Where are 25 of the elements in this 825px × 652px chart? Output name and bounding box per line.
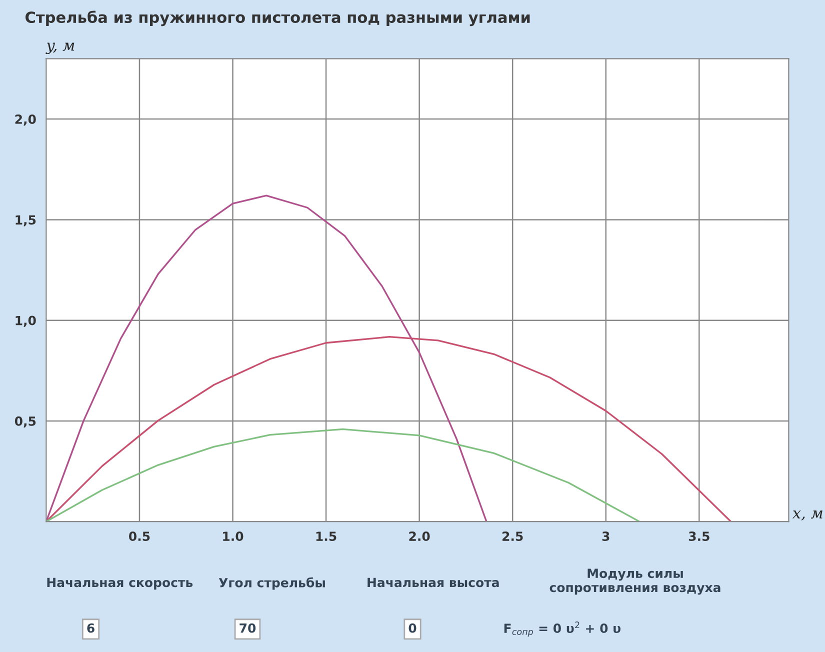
x-tick-label: 2.0 [409,532,430,541]
y-axis-title: y, м [46,42,74,54]
x-tick-label: 2.5 [502,532,523,541]
x-tick-label: 1.0 [223,532,244,541]
y-tick-label: 2,0 [15,114,36,126]
text: Начальная высота [368,578,499,588]
x-axis-title: x, м [792,510,822,521]
x-tick-label: 3 [602,532,610,541]
text: 70 [240,623,256,633]
text: 0 [408,623,416,633]
text: F$_{сопр}$ = 0 υ$^{2}$ + 0 υ [504,622,620,637]
text: Модуль силы сопротивления воздуха [550,568,720,595]
text: 6 [87,623,94,633]
chart-title: Стрельба из пружинного пистолета под разными углами [26,10,530,26]
text: Начальная скорость [47,578,193,590]
y-tick-label: 1,5 [16,215,36,226]
text: Угол стрельбы [218,577,325,590]
x-tick-label: 0.5 [129,532,150,541]
y-tick-label: 0,5 [14,416,36,428]
line-series [46,194,488,522]
line-series [46,336,732,522]
x-tick-label: 3.5 [688,532,710,541]
x-tick-label: 1.5 [316,532,336,541]
y-tick-label: 1,0 [16,316,36,327]
line-series [46,428,640,522]
